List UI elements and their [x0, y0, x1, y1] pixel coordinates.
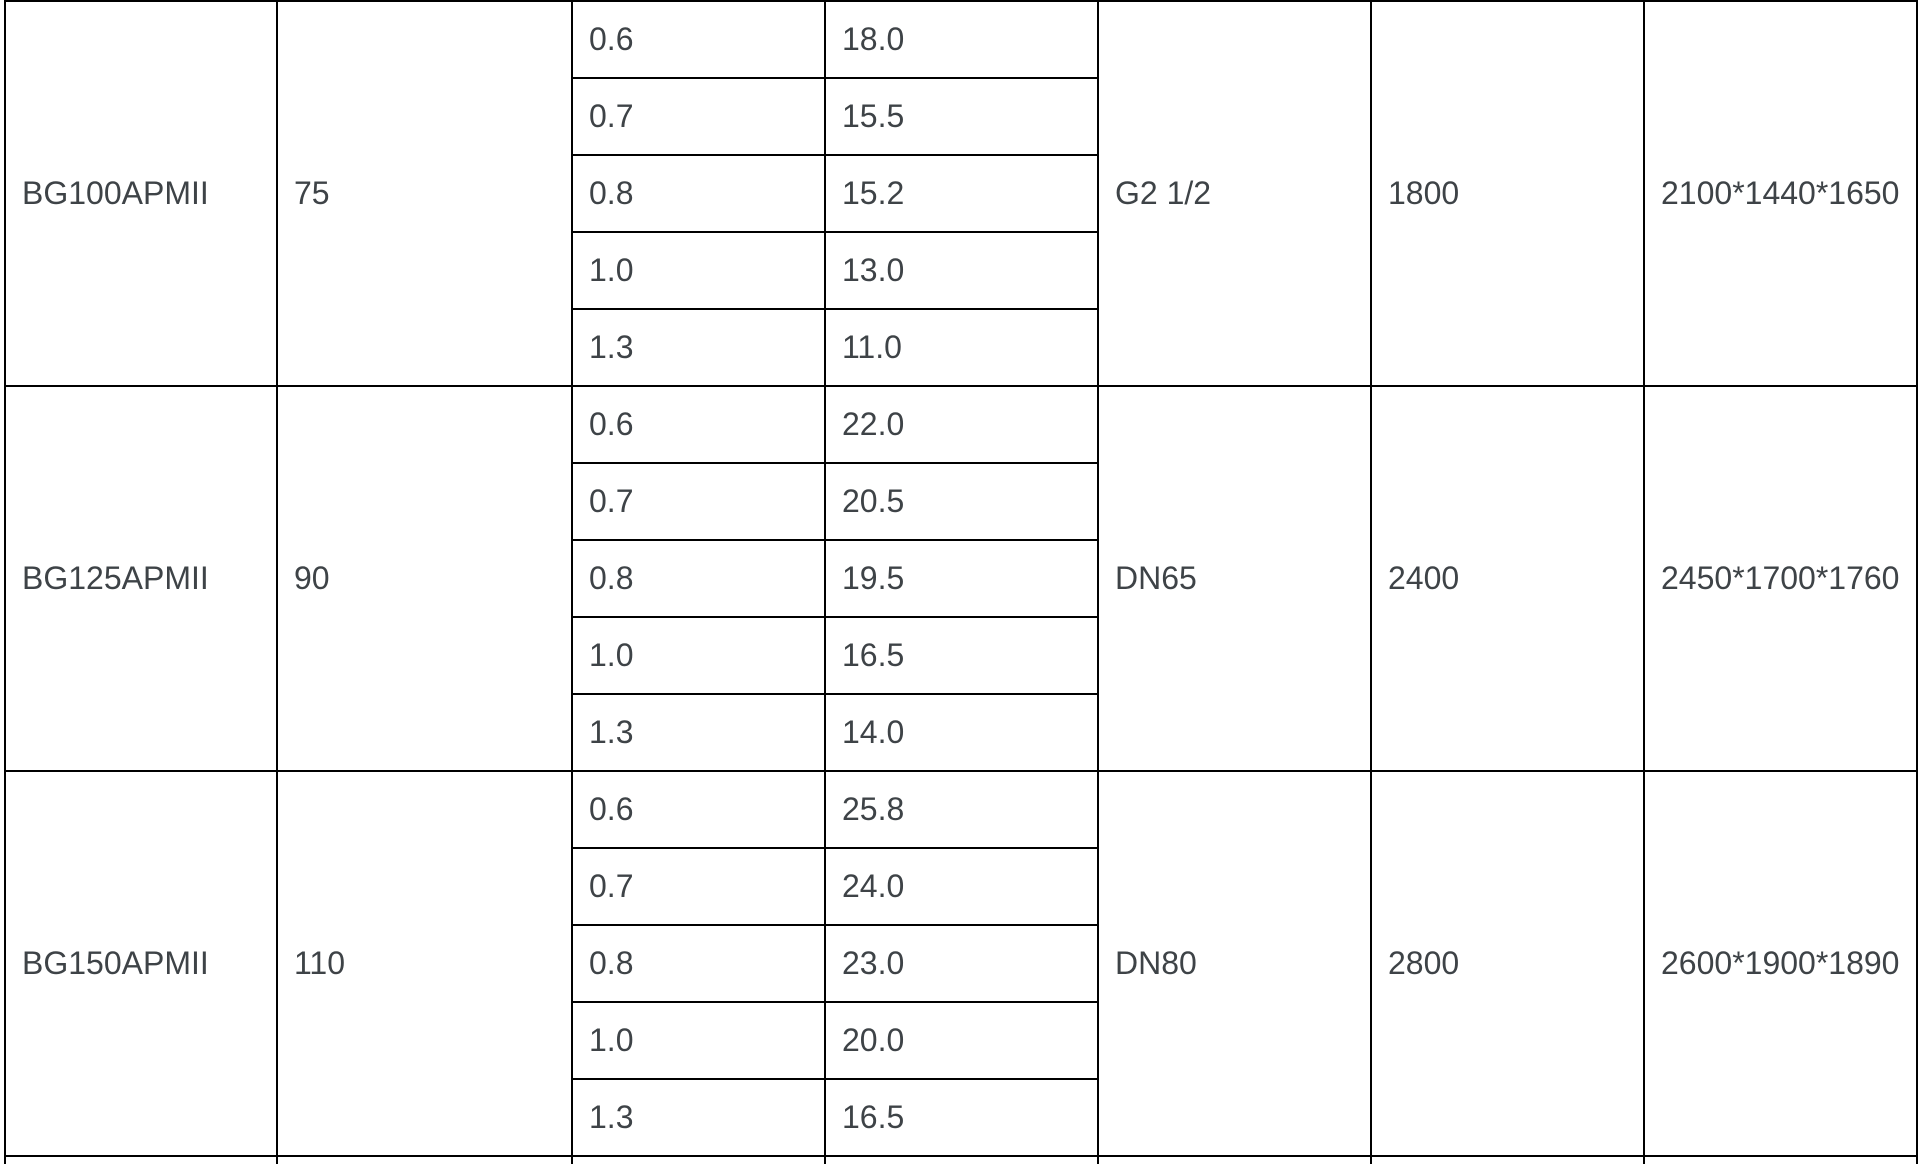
pressure-cell: 1.0 — [571, 616, 826, 695]
table-row: 0.8 19.5 — [5, 539, 1917, 618]
capacity-cell: 18.0 — [824, 0, 1099, 79]
table-row: 0.7 20.5 — [5, 462, 1917, 541]
capacity-cell: 20.5 — [824, 462, 1099, 541]
pressure-cell: 0.8 — [571, 539, 826, 618]
cutoff-cell — [1097, 1155, 1372, 1164]
cutoff-cell — [1370, 1155, 1645, 1164]
table-row: 1.3 14.0 — [5, 693, 1917, 772]
table-row: BG150APMII 110 0.6 25.8 DN80 2800 2600*1… — [4, 770, 1918, 1157]
pressure-cell: 1.0 — [571, 231, 826, 310]
table-row: 0.7 24.0 — [5, 847, 1917, 926]
weight-cell: 1800 — [1370, 0, 1645, 387]
cutoff-row — [4, 1155, 1918, 1164]
pressure-cell: 1.3 — [571, 308, 826, 387]
table-row: BG125APMII 90 0.6 22.0 DN65 2400 2450*17… — [4, 385, 1918, 772]
cutoff-cell — [4, 1155, 278, 1164]
capacity-cell: 24.0 — [824, 847, 1099, 926]
capacity-cell: 16.5 — [824, 616, 1099, 695]
cutoff-cell — [824, 1155, 1099, 1164]
power-cell: 90 — [276, 385, 573, 772]
connection-cell: DN80 — [1097, 770, 1372, 1157]
dimensions-cell: 2450*1700*1760 — [1643, 385, 1918, 772]
model-cell: BG125APMII — [4, 385, 278, 772]
pressure-cell: 0.7 — [571, 847, 826, 926]
power-cell: 110 — [276, 770, 573, 1157]
spec-table: BG100APMII 75 0.6 18.0 G2 1/2 1800 2100*… — [4, 0, 1918, 1164]
weight-cell: 2800 — [1370, 770, 1645, 1157]
capacity-cell: 14.0 — [824, 693, 1099, 772]
model-cell: BG100APMII — [4, 0, 278, 387]
table-row: 1.3 11.0 — [5, 308, 1917, 387]
capacity-cell: 15.2 — [824, 154, 1099, 233]
pressure-cell: 0.7 — [571, 462, 826, 541]
table-row: BG100APMII 75 0.6 18.0 G2 1/2 1800 2100*… — [4, 0, 1918, 387]
table-row: 1.0 20.0 — [5, 1001, 1917, 1080]
table-row: 1.0 16.5 — [5, 616, 1917, 695]
pressure-cell: 0.8 — [571, 154, 826, 233]
table-row: 0.8 23.0 — [5, 924, 1917, 1003]
dimensions-cell: 2600*1900*1890 — [1643, 770, 1918, 1157]
pressure-cell: 1.3 — [571, 693, 826, 772]
capacity-cell: 23.0 — [824, 924, 1099, 1003]
pressure-cell: 0.6 — [571, 385, 826, 464]
table-row: 0.8 15.2 — [5, 154, 1917, 233]
pressure-cell: 0.6 — [571, 770, 826, 849]
capacity-cell: 16.5 — [824, 1078, 1099, 1157]
model-cell: BG150APMII — [4, 770, 278, 1157]
connection-cell: G2 1/2 — [1097, 0, 1372, 387]
capacity-cell: 22.0 — [824, 385, 1099, 464]
pressure-cell: 0.8 — [571, 924, 826, 1003]
cutoff-cell — [276, 1155, 573, 1164]
cutoff-cell — [1643, 1155, 1918, 1164]
capacity-cell: 25.8 — [824, 770, 1099, 849]
table-row: 1.0 13.0 — [5, 231, 1917, 310]
weight-cell: 2400 — [1370, 385, 1645, 772]
pressure-cell: 1.3 — [571, 1078, 826, 1157]
capacity-cell: 20.0 — [824, 1001, 1099, 1080]
pressure-cell: 0.7 — [571, 77, 826, 156]
table-row: 1.3 16.5 — [5, 1078, 1917, 1157]
table-row: 0.7 15.5 — [5, 77, 1917, 156]
capacity-cell: 13.0 — [824, 231, 1099, 310]
dimensions-cell: 2100*1440*1650 — [1643, 0, 1918, 387]
pressure-cell: 0.6 — [571, 0, 826, 79]
capacity-cell: 19.5 — [824, 539, 1099, 618]
cutoff-cell — [571, 1155, 826, 1164]
pressure-cell: 1.0 — [571, 1001, 826, 1080]
capacity-cell: 11.0 — [824, 308, 1099, 387]
power-cell: 75 — [276, 0, 573, 387]
connection-cell: DN65 — [1097, 385, 1372, 772]
capacity-cell: 15.5 — [824, 77, 1099, 156]
